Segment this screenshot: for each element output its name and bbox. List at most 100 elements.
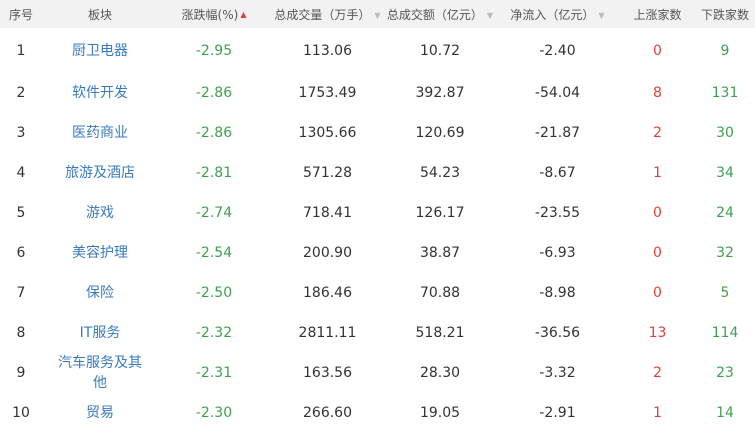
header-text: 总成交量（万手）	[274, 8, 380, 22]
turnover-cell: 28.30	[385, 353, 495, 393]
net-inflow: -3.32	[539, 365, 576, 381]
turnover-cell: 392.87	[385, 73, 495, 113]
change-pct-cell: -2.86	[158, 113, 270, 153]
header-text: 总成交额（亿元）	[387, 8, 493, 22]
up-count: 2	[653, 125, 662, 141]
row-index: 5	[16, 205, 26, 221]
up-count-cell: 13	[620, 313, 695, 353]
volume: 163.56	[303, 365, 352, 381]
down-count: 114	[711, 325, 739, 341]
table-body: 1 厨卫电器 -2.95 113.06 10.72 -2.40 0 9 2 软件开发 -2.86 17…	[0, 28, 755, 433]
table-row: 2 软件开发 -2.86 1753.49 392.87 -54.04 8 131	[0, 73, 755, 113]
table-row: 6 美容护理 -2.54 200.90 38.87 -6.93 0 32	[0, 233, 755, 273]
table-row: 5 游戏 -2.74 718.41 126.17 -23.55 0 24	[0, 193, 755, 233]
net-inflow: -8.98	[539, 285, 576, 301]
change-pct-cell: -2.74	[158, 193, 270, 233]
row-index-cell: 4	[0, 153, 42, 193]
up-count: 1	[653, 165, 662, 181]
sector-name-cell[interactable]: 贸易	[42, 393, 158, 433]
table-row: 8 IT服务 -2.32 2811.11 518.21 -36.56 13 114	[0, 313, 755, 353]
header-text: 净流入（亿元）	[510, 8, 604, 22]
turnover: 70.88	[419, 285, 461, 301]
down-count-cell: 131	[695, 73, 755, 113]
volume-cell: 571.28	[270, 153, 385, 193]
table-row: 10 贸易 -2.30 266.60 19.05 -2.91 1 14	[0, 393, 755, 433]
volume: 1305.66	[298, 125, 357, 141]
table-row: 7 保险 -2.50 186.46 70.88 -8.98 0 5	[0, 273, 755, 313]
up-count-cell: 0	[620, 28, 695, 73]
up-count-cell: 2	[620, 353, 695, 393]
down-count-cell: 23	[695, 353, 755, 393]
sector-name-cell[interactable]: IT服务	[42, 313, 158, 353]
up-count-cell: 2	[620, 113, 695, 153]
turnover-cell: 120.69	[385, 113, 495, 153]
change-pct: -2.95	[195, 42, 233, 59]
sector-name-cell[interactable]: 保险	[42, 273, 158, 313]
change-pct: -2.31	[195, 365, 233, 381]
down-count: 131	[711, 85, 739, 101]
sector-name-cell[interactable]: 软件开发	[42, 73, 158, 113]
net-inflow-cell: -8.98	[495, 273, 620, 313]
up-count-cell: 0	[620, 233, 695, 273]
row-index: 7	[16, 285, 26, 301]
sector-name: 医药商业	[72, 125, 128, 141]
net-inflow-cell: -2.91	[495, 393, 620, 433]
row-index-cell: 8	[0, 313, 42, 353]
net-inflow-cell: -23.55	[495, 193, 620, 233]
change-pct-cell: -2.31	[158, 353, 270, 393]
turnover: 54.23	[419, 165, 461, 181]
sector-name-cell[interactable]: 旅游及酒店	[42, 153, 158, 193]
sector-name-cell[interactable]: 厨卫电器	[42, 28, 158, 73]
volume: 186.46	[303, 285, 352, 301]
volume-cell: 113.06	[270, 28, 385, 73]
change-pct: -2.74	[195, 205, 233, 221]
turnover: 28.30	[419, 365, 461, 381]
net-inflow: -54.04	[534, 85, 581, 101]
sector-name-cell[interactable]: 美容护理	[42, 233, 158, 273]
change-pct-cell: -2.86	[158, 73, 270, 113]
up-count-cell: 1	[620, 393, 695, 433]
down-count-cell: 24	[695, 193, 755, 233]
column-header[interactable]: 总成交量（万手）	[270, 0, 385, 28]
down-count: 9	[720, 42, 730, 59]
change-pct-cell: -2.95	[158, 28, 270, 73]
net-inflow: -6.93	[539, 245, 576, 261]
column-header[interactable]: 涨跌幅(%)	[158, 0, 270, 28]
down-count: 14	[716, 405, 734, 421]
turnover-cell: 54.23	[385, 153, 495, 193]
net-inflow-cell: -2.40	[495, 28, 620, 73]
volume: 571.28	[303, 165, 352, 181]
up-count: 1	[653, 405, 662, 421]
column-header[interactable]: 总成交额（亿元）	[385, 0, 495, 28]
down-count-cell: 114	[695, 313, 755, 353]
sector-name: 厨卫电器	[72, 42, 128, 59]
sector-name-cell[interactable]: 汽车服务及其他	[42, 353, 158, 393]
turnover: 392.87	[415, 85, 465, 101]
sector-name-cell[interactable]: 游戏	[42, 193, 158, 233]
change-pct-cell: -2.32	[158, 313, 270, 353]
turnover: 518.21	[415, 325, 465, 341]
change-pct: -2.81	[195, 165, 233, 181]
up-count-cell: 8	[620, 73, 695, 113]
row-index-cell: 5	[0, 193, 42, 233]
up-count-cell: 1	[620, 153, 695, 193]
turnover: 38.87	[419, 245, 461, 261]
down-count-cell: 32	[695, 233, 755, 273]
net-inflow-cell: -6.93	[495, 233, 620, 273]
up-count-cell: 0	[620, 273, 695, 313]
sector-name: 贸易	[86, 405, 114, 421]
turnover-cell: 126.17	[385, 193, 495, 233]
up-count: 2	[653, 365, 662, 381]
turnover: 120.69	[415, 125, 465, 141]
header-text: 下跌家数	[700, 7, 749, 22]
row-index-cell: 6	[0, 233, 42, 273]
row-index: 10	[12, 405, 30, 421]
down-count-cell: 34	[695, 153, 755, 193]
table-row: 3 医药商业 -2.86 1305.66 120.69 -21.87 2 30	[0, 113, 755, 153]
row-index: 6	[16, 245, 26, 261]
sector-name-cell[interactable]: 医药商业	[42, 113, 158, 153]
column-header[interactable]: 净流入（亿元）	[495, 0, 620, 28]
up-count: 0	[653, 285, 662, 301]
down-count: 5	[720, 285, 730, 301]
down-count-cell: 14	[695, 393, 755, 433]
